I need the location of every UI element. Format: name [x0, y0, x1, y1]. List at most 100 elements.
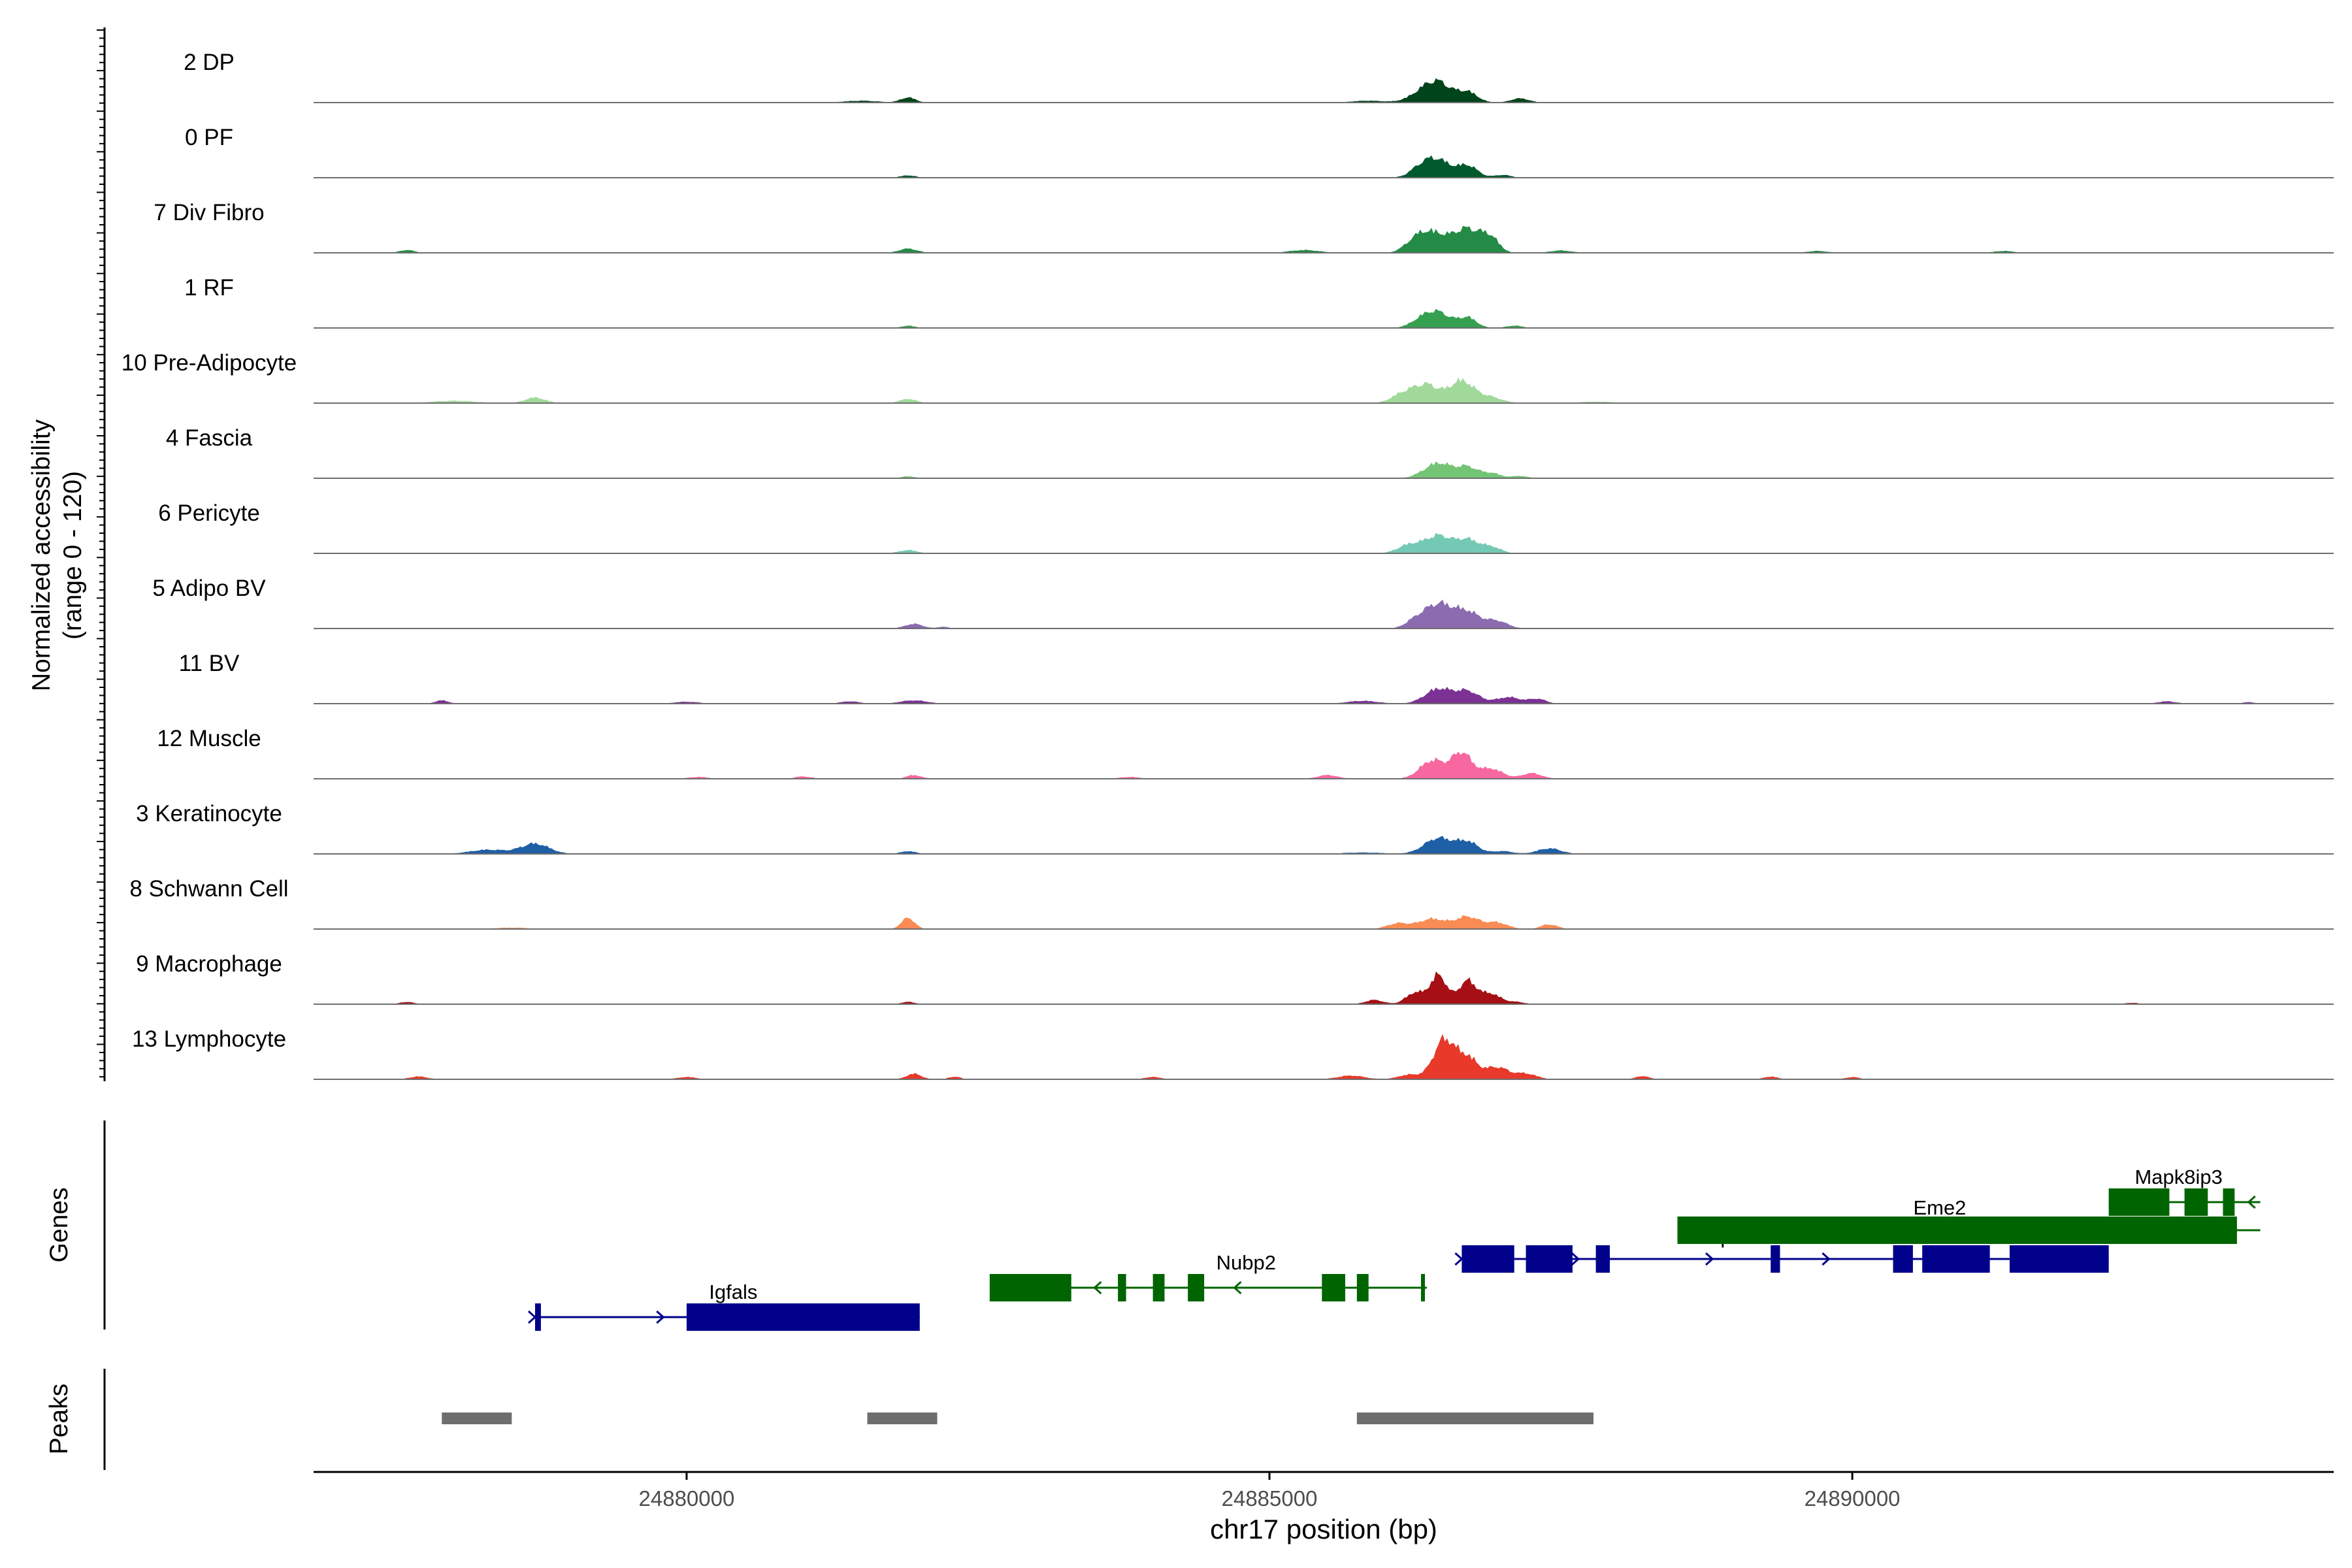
y-axis: [97, 27, 106, 1081]
gene-label: Eme2: [1913, 1196, 1966, 1219]
gene-exon: [686, 1303, 920, 1331]
gene-mapk8ip3: Mapk8ip3: [2108, 1166, 2261, 1216]
peaks-panel: Peaks: [45, 1369, 1594, 1470]
track-coverage-area: [314, 599, 2334, 629]
gene-exon: [1893, 1245, 1913, 1273]
track-label: 12 Muscle: [157, 726, 261, 751]
gene-exon: [1771, 1245, 1780, 1273]
peaks-axis-label: Peaks: [45, 1384, 73, 1454]
gene-label: Nubp2: [1217, 1251, 1276, 1274]
gene-strand-arrow: [1571, 1252, 1580, 1266]
track-7: 6 Pericyte: [158, 500, 2334, 554]
x-axis: 24880000 24885000 24890000: [314, 1471, 2334, 1511]
track-coverage-area: [314, 225, 2334, 253]
gene-nubp2: Nubp2: [989, 1251, 1427, 1301]
gene-strand-arrow: [1093, 1281, 1102, 1295]
track-label: 7 Div Fibro: [154, 200, 264, 225]
gene-exon: [534, 1303, 541, 1331]
track-coverage-area: [314, 377, 2334, 403]
track-coverage-area: [314, 532, 2334, 553]
track-2: 0 PF: [185, 125, 2334, 178]
x-axis-tick-label: 24880000: [639, 1486, 735, 1511]
track-3: 7 Div Fibro: [154, 200, 2334, 253]
track-label: 5 Adipo BV: [152, 576, 266, 601]
track-6: 4 Fascia: [166, 425, 2334, 479]
peak-region: [1356, 1413, 1594, 1424]
track-11: 3 Keratinocyte: [136, 801, 2334, 855]
track-coverage-area: [314, 308, 2334, 328]
track-label: 6 Pericyte: [158, 500, 260, 526]
gene-exon: [1677, 1217, 2237, 1244]
gene-exon: [2223, 1188, 2235, 1216]
gene-spsb3: Spsb3: [1454, 1225, 2109, 1273]
gene-exon: [2184, 1188, 2208, 1216]
gene-exon: [1118, 1274, 1126, 1301]
track-5: 10 Pre-Adipocyte: [122, 350, 2334, 404]
gene-exon: [1356, 1274, 1369, 1301]
track-label: 2 DP: [184, 50, 235, 75]
track-coverage-area: [314, 1034, 2334, 1079]
gene-exon: [2108, 1188, 2170, 1216]
gene-exon: [1322, 1274, 1346, 1301]
y-axis-label: Normalized accessibility (range 0 - 120): [27, 419, 87, 691]
gene-label: Igfals: [709, 1281, 757, 1303]
gene-strand-arrow: [1233, 1281, 1242, 1295]
track-coverage-area: [314, 78, 2334, 103]
gene-strand-arrow: [1821, 1252, 1831, 1266]
peak-region: [442, 1413, 512, 1424]
peak-regions: [442, 1413, 1594, 1424]
track-label: 10 Pre-Adipocyte: [122, 350, 297, 376]
track-13: 9 Macrophage: [136, 951, 2334, 1005]
track-label: 13 Lymphocyte: [132, 1026, 286, 1052]
gene-exon: [1188, 1274, 1205, 1301]
gene-exon: [1462, 1245, 1514, 1273]
track-label: 9 Macrophage: [136, 951, 282, 977]
gene-exon: [989, 1274, 1071, 1301]
gene-strand-arrow: [527, 1310, 537, 1324]
track-9: 11 BV: [179, 651, 2334, 704]
gene-eme2: Eme2: [1677, 1196, 2237, 1244]
track-label: 3 Keratinocyte: [136, 801, 282, 826]
track-coverage-area: [314, 751, 2334, 779]
track-coverage-area: [314, 155, 2334, 178]
x-axis-label: chr17 position (bp): [1210, 1514, 1437, 1544]
gene-models: Igfals Nubp2 Spsb3 Eme2 Mapk8ip3: [527, 1166, 2261, 1331]
y-axis-label-line2: (range 0 - 120): [59, 471, 87, 640]
gene-exon: [2009, 1245, 2109, 1273]
track-coverage-area: [314, 836, 2334, 854]
track-8: 5 Adipo BV: [152, 576, 2334, 629]
genes-axis-label: Genes: [45, 1188, 73, 1263]
gene-exon: [1152, 1274, 1165, 1301]
track-label: 11 BV: [179, 651, 240, 676]
gene-strand-arrow: [2247, 1195, 2256, 1209]
gene-strand-arrow: [656, 1310, 665, 1324]
gene-exon: [1595, 1245, 1610, 1273]
track-10: 12 Muscle: [157, 726, 2334, 779]
track-label: 8 Schwann Cell: [129, 876, 288, 902]
coverage-tracks: 2 DP 0 PF 7 Div Fibro 1 RF 10 Pre-Adipocyte 4…: [122, 50, 2334, 1080]
track-4: 1 RF: [184, 275, 2334, 329]
peak-region: [867, 1413, 938, 1424]
x-axis-tick-label: 24885000: [1222, 1486, 1318, 1511]
track-label: 1 RF: [184, 275, 234, 301]
gene-igfals: Igfals: [527, 1281, 920, 1331]
gene-exon: [1420, 1274, 1425, 1301]
track-12: 8 Schwann Cell: [129, 876, 2334, 930]
track-label: 0 PF: [185, 125, 233, 150]
track-label: 4 Fascia: [166, 425, 253, 451]
track-1: 2 DP: [184, 50, 2334, 103]
gene-label: Mapk8ip3: [2134, 1166, 2222, 1188]
genes-panel: Genes Igfals Nubp2 Spsb3 Eme2 Mapk8ip3: [45, 1120, 2261, 1331]
track-coverage-area: [314, 971, 2334, 1004]
x-axis-tick-label: 24890000: [1805, 1486, 1901, 1511]
gene-strand-arrow: [1454, 1252, 1463, 1266]
track-14: 13 Lymphocyte: [132, 1026, 2334, 1080]
track-coverage-area: [314, 461, 2334, 478]
track-coverage-area: [314, 687, 2334, 704]
gene-exon: [1526, 1245, 1573, 1273]
y-axis-label-line1: Normalized accessibility: [27, 419, 56, 691]
track-coverage-area: [314, 915, 2334, 929]
gene-strand-arrow: [1705, 1252, 1714, 1266]
gene-exon: [1922, 1245, 1990, 1273]
